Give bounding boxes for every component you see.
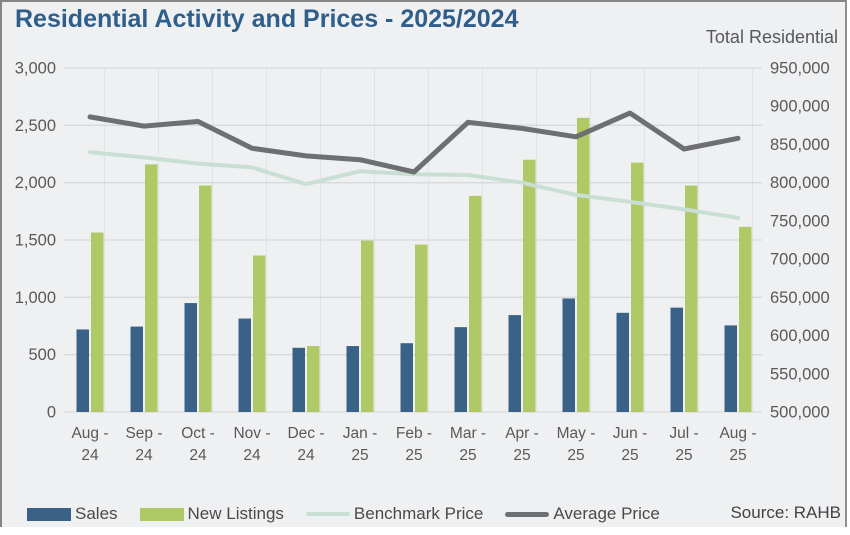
right-axis-tick: 500,000 (770, 404, 830, 422)
chart-title: Residential Activity and Prices - 2025/2… (15, 5, 519, 33)
bar-new-listings (415, 244, 428, 412)
x-axis-tick-year: 24 (189, 447, 207, 464)
bar-sales (724, 325, 737, 412)
x-axis-tick-year: 25 (621, 447, 638, 464)
legend-item-benchmark-price: Benchmark Price (305, 504, 484, 524)
bar-new-listings (145, 164, 158, 412)
bar-new-listings (523, 159, 536, 412)
bar-sales (292, 347, 305, 412)
left-axis-tick: 500 (28, 346, 56, 364)
legend-label: Average Price (553, 504, 660, 523)
x-axis-tick-year: 25 (513, 447, 530, 464)
x-axis-tick-year: 25 (405, 447, 422, 464)
line-average-price (87, 110, 741, 175)
bar-sales (400, 343, 413, 412)
x-axis-tick-month: Nov - (233, 425, 270, 442)
x-axis-tick-month: Jul - (669, 425, 698, 442)
x-axis-tick-year: 25 (729, 447, 746, 464)
right-axis-tick: 900,000 (770, 98, 830, 116)
x-axis-tick-year: 24 (297, 447, 315, 464)
right-axis-tick: 850,000 (770, 136, 830, 154)
right-axis-tick: 600,000 (770, 327, 830, 345)
bar-new-listings (91, 232, 104, 412)
legend-label: Sales (75, 504, 118, 523)
right-axis-tick: 550,000 (770, 365, 830, 383)
x-axis-tick-year: 25 (567, 447, 584, 464)
legend-label: New Listings (187, 504, 284, 523)
bar-sales (616, 312, 629, 412)
legend-label: Benchmark Price (353, 504, 484, 523)
bar-new-listings (199, 185, 212, 412)
x-axis-tick-month: May - (557, 425, 596, 442)
right-axis-tick: 750,000 (770, 212, 830, 230)
x-axis-tick-year: 24 (135, 447, 153, 464)
x-axis-tick-year: 25 (675, 447, 692, 464)
bar-sales (76, 329, 89, 412)
right-axis-tick: 700,000 (770, 251, 830, 269)
x-axis-tick-year: 24 (81, 447, 99, 464)
bar-sales (562, 298, 575, 412)
right-axis-tick: 650,000 (770, 289, 830, 307)
bar-sales (670, 307, 683, 412)
x-axis-tick-year: 24 (243, 447, 261, 464)
x-axis-tick-year: 25 (351, 447, 368, 464)
x-axis-tick-month: Aug - (719, 425, 756, 442)
legend-bar-swatch (27, 507, 71, 521)
x-axis-tick-month: Apr - (505, 425, 539, 442)
chart-legend: Sales New Listings Benchmark Price Average … (27, 503, 682, 525)
bar-new-listings (577, 117, 590, 412)
x-axis-tick-month: Jun - (613, 425, 647, 442)
bar-sales (508, 315, 521, 412)
bar-sales (238, 318, 251, 412)
x-axis-tick-month: Oct - (181, 425, 215, 442)
legend-item-average-price: Average Price (505, 504, 660, 524)
bar-sales (184, 303, 197, 412)
x-axis-tick-month: Mar - (450, 425, 486, 442)
x-axis-tick-month: Feb - (396, 425, 432, 442)
left-axis-tick: 0 (47, 404, 56, 422)
legend-bar-swatch (139, 507, 184, 521)
right-axis-title: Total Residential (705, 27, 838, 47)
x-axis-tick-month: Aug - (71, 425, 108, 442)
bar-new-listings (469, 195, 482, 412)
source-label: Source: RAHB (730, 503, 841, 522)
bar-sales (454, 327, 467, 412)
right-axis-tick: 800,000 (770, 174, 830, 192)
bar-sales (346, 346, 359, 412)
x-axis-tick-month: Dec - (287, 425, 324, 442)
left-axis-tick: 2,500 (15, 117, 56, 135)
bar-new-listings (253, 255, 266, 412)
left-axis-tick: 1,000 (15, 289, 56, 307)
left-axis-tick: 2,000 (15, 174, 56, 192)
left-axis-tick: 1,500 (15, 232, 56, 250)
bar-new-listings (361, 240, 374, 412)
bar-new-listings (631, 162, 644, 412)
x-axis-tick-year: 25 (459, 447, 476, 464)
bar-sales (130, 326, 143, 412)
legend-item-new-listings: New Listings (139, 504, 284, 524)
x-axis-tick-month: Jan - (343, 425, 377, 442)
right-axis-tick: 950,000 (770, 60, 830, 78)
left-axis-tick: 3,000 (15, 60, 56, 78)
x-axis-tick-month: Sep - (125, 425, 162, 442)
legend-line-swatch (305, 512, 350, 516)
bar-new-listings (739, 226, 752, 412)
legend-item-sales: Sales (27, 504, 118, 524)
bar-new-listings (685, 185, 698, 412)
legend-line-swatch (505, 511, 550, 517)
bar-new-listings (307, 346, 320, 412)
